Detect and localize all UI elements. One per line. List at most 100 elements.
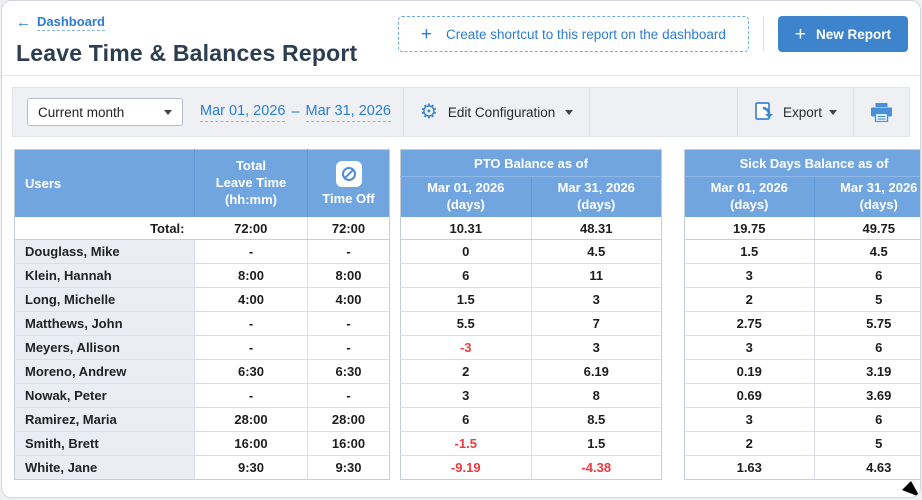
period-select-value: Current month — [38, 104, 125, 120]
table-row: Klein, Hannah 8:00 8:00 — [14, 263, 390, 288]
date-separator: – — [291, 104, 300, 120]
date-to-link[interactable]: Mar 31, 2026 — [305, 103, 391, 122]
pto-start-cell: 6 — [400, 407, 532, 432]
sick-end-cell: 3.19 — [814, 359, 920, 384]
export-label: Export — [782, 104, 822, 120]
pto-end-cell: 8.5 — [531, 407, 662, 432]
pto-end-cell: 8 — [531, 383, 662, 408]
time-off-icon — [335, 161, 362, 187]
export-icon — [755, 102, 773, 120]
pto-balance-table: PTO Balance as of Mar 01, 2026 (days) Ma… — [400, 149, 662, 480]
sick-end-cell: 5.75 — [814, 311, 920, 336]
sick-end-cell: 6 — [814, 407, 920, 432]
chevron-down-icon — [164, 109, 172, 115]
create-shortcut-button[interactable]: + Create shortcut to this report on the … — [397, 16, 749, 52]
new-report-label: New Report — [815, 26, 891, 42]
toolbar-divider — [736, 88, 738, 136]
table-row: 0.19 3.19 — [684, 359, 920, 384]
total-leave-time-cell: - — [194, 311, 308, 336]
pto-start-cell: 1.5 — [400, 287, 532, 312]
total-leave-time-cell: - — [194, 383, 308, 408]
pto-start-cell: -9.19 — [400, 455, 532, 480]
date-range: Mar 01, 2026 – Mar 31, 2026 — [200, 103, 391, 122]
table-row: 2 6.19 — [400, 359, 662, 384]
table-row: 6 8.5 — [400, 407, 662, 432]
toolbar-divider — [402, 88, 404, 136]
pto-start-cell: 0 — [400, 239, 532, 264]
sick-group-header: Sick Days Balance as of — [684, 149, 920, 177]
plus-icon: + — [420, 23, 432, 45]
sick-start-cell: 3 — [684, 407, 815, 432]
time-off-cell: - — [307, 311, 390, 336]
pto-start-cell: -1.5 — [400, 431, 532, 456]
table-row: Matthews, John - - — [14, 311, 390, 336]
edit-configuration-button[interactable]: ⚙ Edit Configuration — [404, 102, 589, 122]
table-row: 6 11 — [400, 263, 662, 288]
time-off-cell: - — [307, 335, 390, 360]
sick-days-balance-table: Sick Days Balance as of Mar 01, 2026 (da… — [684, 149, 920, 480]
time-off-cell: - — [307, 383, 390, 408]
pto-end-column-header[interactable]: Mar 31, 2026 (days) — [531, 176, 662, 217]
sick-start-cell: 2 — [684, 431, 815, 456]
toolbar-divider — [589, 88, 591, 136]
total-leave-time-cell: 28:00 — [194, 407, 308, 432]
table-row: 1.5 4.5 — [684, 239, 920, 264]
user-name-cell: Smith, Brett — [14, 431, 195, 456]
period-select[interactable]: Current month — [27, 98, 183, 126]
page-title: Leave Time & Balances Report — [16, 40, 358, 66]
header-divider — [762, 17, 764, 51]
pto-start-column-header[interactable]: Mar 01, 2026 (days) — [400, 176, 532, 217]
time-off-cell: 4:00 — [307, 287, 390, 312]
print-button[interactable] — [854, 102, 909, 122]
sick-end-cell: 5 — [814, 287, 920, 312]
sick-end-cell: 6 — [814, 335, 920, 360]
sick-start-cell: 1.63 — [684, 455, 815, 480]
back-to-dashboard-link[interactable]: ← Dashboard — [16, 14, 105, 31]
users-column-header[interactable]: Users — [14, 149, 195, 217]
table-row: Nowak, Peter - - — [14, 383, 390, 408]
create-shortcut-label: Create shortcut to this report on the da… — [445, 26, 726, 42]
pto-end-cell: -4.38 — [581, 460, 612, 475]
time-off-cell: 8:00 — [307, 263, 390, 288]
pto-end-cell: 7 — [531, 311, 662, 336]
table-row: Long, Michelle 4:00 4:00 — [14, 287, 390, 312]
user-name-cell: Klein, Hannah — [14, 263, 195, 288]
pto-end-cell: 6.19 — [531, 359, 662, 384]
export-button[interactable]: Export — [738, 101, 853, 123]
sick-start-cell: 0.69 — [684, 383, 815, 408]
table-row: 0 4.5 — [400, 239, 662, 264]
sick-start-cell: 2 — [684, 287, 815, 312]
time-off-cell: 9:30 — [335, 460, 362, 475]
pto-end-cell: 1.5 — [531, 431, 662, 456]
header-left: ← Dashboard Leave Time & Balances Report — [16, 14, 357, 67]
date-from-link[interactable]: Mar 01, 2026 — [200, 103, 286, 122]
total-leave-time-column-header[interactable]: Total Leave Time (hh:mm) — [194, 149, 308, 217]
chevron-down-icon — [565, 109, 574, 115]
pto-start-cell: 2 — [400, 359, 532, 384]
chevron-down-icon — [829, 109, 837, 115]
user-name-cell: Long, Michelle — [14, 287, 195, 312]
pto-start-cell: 3 — [400, 383, 532, 408]
user-name-cell: Nowak, Peter — [14, 383, 195, 408]
user-name-cell: Meyers, Allison — [14, 335, 195, 360]
sick-end-column-header[interactable]: Mar 31, 2026 (days) — [814, 176, 920, 217]
time-off-column-header[interactable]: Time Off — [307, 149, 390, 217]
table-row: Ramirez, Maria 28:00 28:00 — [14, 407, 390, 432]
sick-end-total: 49.75 — [814, 217, 920, 240]
sick-start-column-header[interactable]: Mar 01, 2026 (days) — [684, 176, 815, 217]
total-leave-time-cell: - — [194, 335, 308, 360]
time-off-cell: - — [307, 239, 390, 264]
sick-end-cell: 3.69 — [814, 383, 920, 408]
time-off-cell: 16:00 — [307, 431, 390, 456]
table-row: 2.75 5.75 — [684, 311, 920, 336]
new-report-button[interactable]: + New Report — [777, 16, 908, 52]
total-leave-time-cell: 8:00 — [194, 263, 308, 288]
report-table-area: Users Total Leave Time (hh:mm) Time Off — [14, 149, 920, 480]
pto-end-cell: 3 — [531, 335, 662, 360]
